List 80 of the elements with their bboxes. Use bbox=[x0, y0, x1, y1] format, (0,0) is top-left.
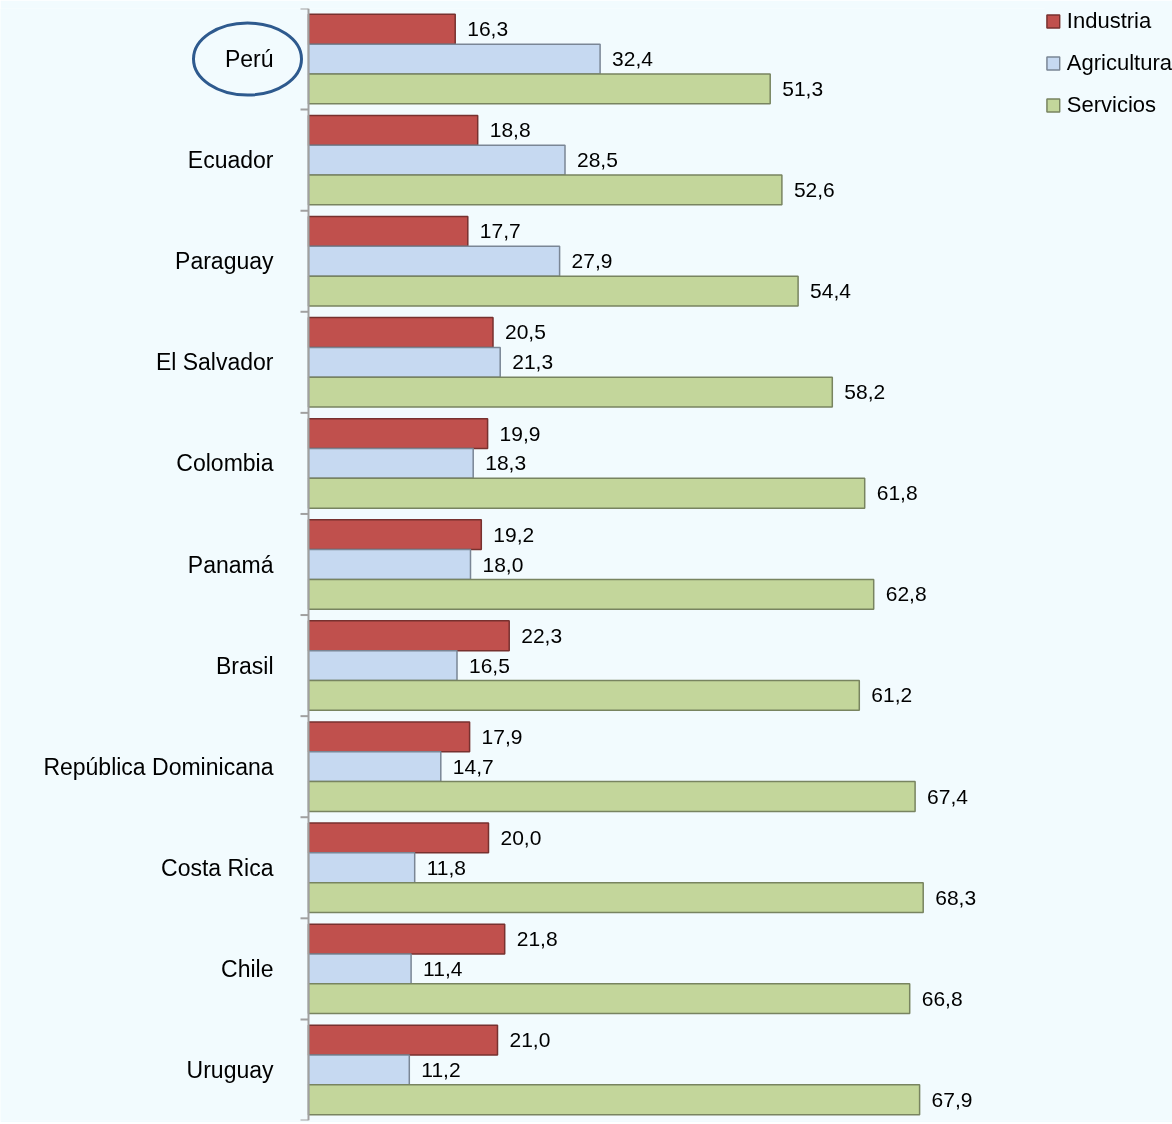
bar bbox=[307, 983, 911, 1015]
data-label: 61,2 bbox=[871, 683, 913, 707]
bar bbox=[307, 245, 561, 277]
bar bbox=[307, 679, 861, 712]
bar bbox=[307, 477, 866, 509]
bar bbox=[307, 316, 494, 349]
bar bbox=[307, 447, 474, 480]
y-tick-label: El Salvador bbox=[155, 349, 274, 376]
data-label: 17,7 bbox=[479, 219, 521, 243]
data-label: 14,7 bbox=[452, 754, 494, 778]
bar bbox=[307, 417, 489, 450]
bar bbox=[307, 620, 510, 652]
legend-label: Agricultura bbox=[1066, 50, 1172, 76]
bar bbox=[307, 780, 916, 813]
data-label: 18,8 bbox=[489, 118, 531, 142]
y-tick-label: Panamá bbox=[187, 551, 274, 578]
data-label: 20,0 bbox=[500, 825, 542, 849]
y-tick-label: Chile bbox=[221, 955, 274, 982]
y-tick-label: Costa Rica bbox=[161, 854, 274, 881]
data-label: 32,4 bbox=[612, 47, 654, 71]
data-label: 21,8 bbox=[516, 927, 558, 951]
data-label: 27,9 bbox=[571, 249, 613, 273]
bar bbox=[307, 346, 501, 378]
bar bbox=[307, 548, 472, 581]
bar bbox=[307, 43, 601, 75]
data-label: 52,6 bbox=[793, 177, 835, 201]
data-label: 20,5 bbox=[505, 320, 546, 344]
data-label: 58,2 bbox=[844, 380, 886, 404]
bar bbox=[307, 13, 456, 45]
bar bbox=[307, 953, 412, 985]
y-tick-label: Uruguay bbox=[186, 1056, 274, 1083]
data-label: 11,4 bbox=[423, 956, 463, 980]
bar bbox=[307, 1084, 921, 1116]
data-label: 11,2 bbox=[421, 1057, 461, 1081]
legend-label: Servicios bbox=[1066, 92, 1157, 118]
data-label: 18,0 bbox=[482, 552, 524, 576]
bar bbox=[307, 923, 506, 955]
data-label: 51,3 bbox=[782, 76, 824, 100]
bar bbox=[307, 852, 416, 884]
data-label: 67,4 bbox=[927, 784, 969, 808]
bar bbox=[307, 519, 483, 551]
legend-label: Industria bbox=[1066, 8, 1152, 34]
data-label: 62,8 bbox=[885, 582, 927, 606]
bar bbox=[307, 721, 471, 753]
data-label: 16,5 bbox=[469, 653, 510, 677]
data-label: 21,3 bbox=[512, 350, 554, 374]
y-tick-label: Brasil bbox=[215, 652, 274, 679]
data-label: 19,2 bbox=[493, 522, 535, 546]
data-label: 11,8 bbox=[426, 855, 467, 879]
bar bbox=[307, 578, 875, 610]
bar bbox=[307, 822, 490, 854]
bar bbox=[307, 275, 799, 307]
bar bbox=[307, 1054, 411, 1086]
y-tick-label: Ecuador bbox=[187, 147, 274, 174]
bar bbox=[307, 649, 458, 682]
data-label: 67,9 bbox=[931, 1087, 973, 1111]
y-tick-label: Perú bbox=[224, 46, 274, 73]
data-label: 28,5 bbox=[577, 148, 618, 172]
data-label: 54,4 bbox=[810, 279, 852, 303]
data-label: 17,9 bbox=[481, 724, 523, 748]
bar bbox=[307, 1024, 499, 1056]
data-label: 19,9 bbox=[499, 421, 541, 445]
data-label: 18,3 bbox=[485, 451, 527, 475]
bar bbox=[307, 881, 924, 914]
bar bbox=[307, 376, 834, 408]
bar bbox=[307, 174, 783, 206]
data-label: 68,3 bbox=[935, 885, 977, 909]
bar bbox=[307, 215, 469, 248]
y-tick-label: Colombia bbox=[176, 450, 274, 477]
data-label: 22,3 bbox=[521, 623, 563, 647]
data-label: 61,8 bbox=[876, 481, 918, 505]
bar bbox=[307, 73, 771, 105]
y-tick-label: Paraguay bbox=[175, 248, 274, 275]
bar bbox=[307, 144, 566, 176]
data-label: 21,0 bbox=[509, 1028, 551, 1052]
y-tick-label: República Dominicana bbox=[43, 753, 274, 780]
data-label: 16,3 bbox=[467, 17, 509, 41]
bar bbox=[307, 114, 479, 146]
data-label: 66,8 bbox=[921, 986, 963, 1010]
bar bbox=[307, 751, 442, 783]
